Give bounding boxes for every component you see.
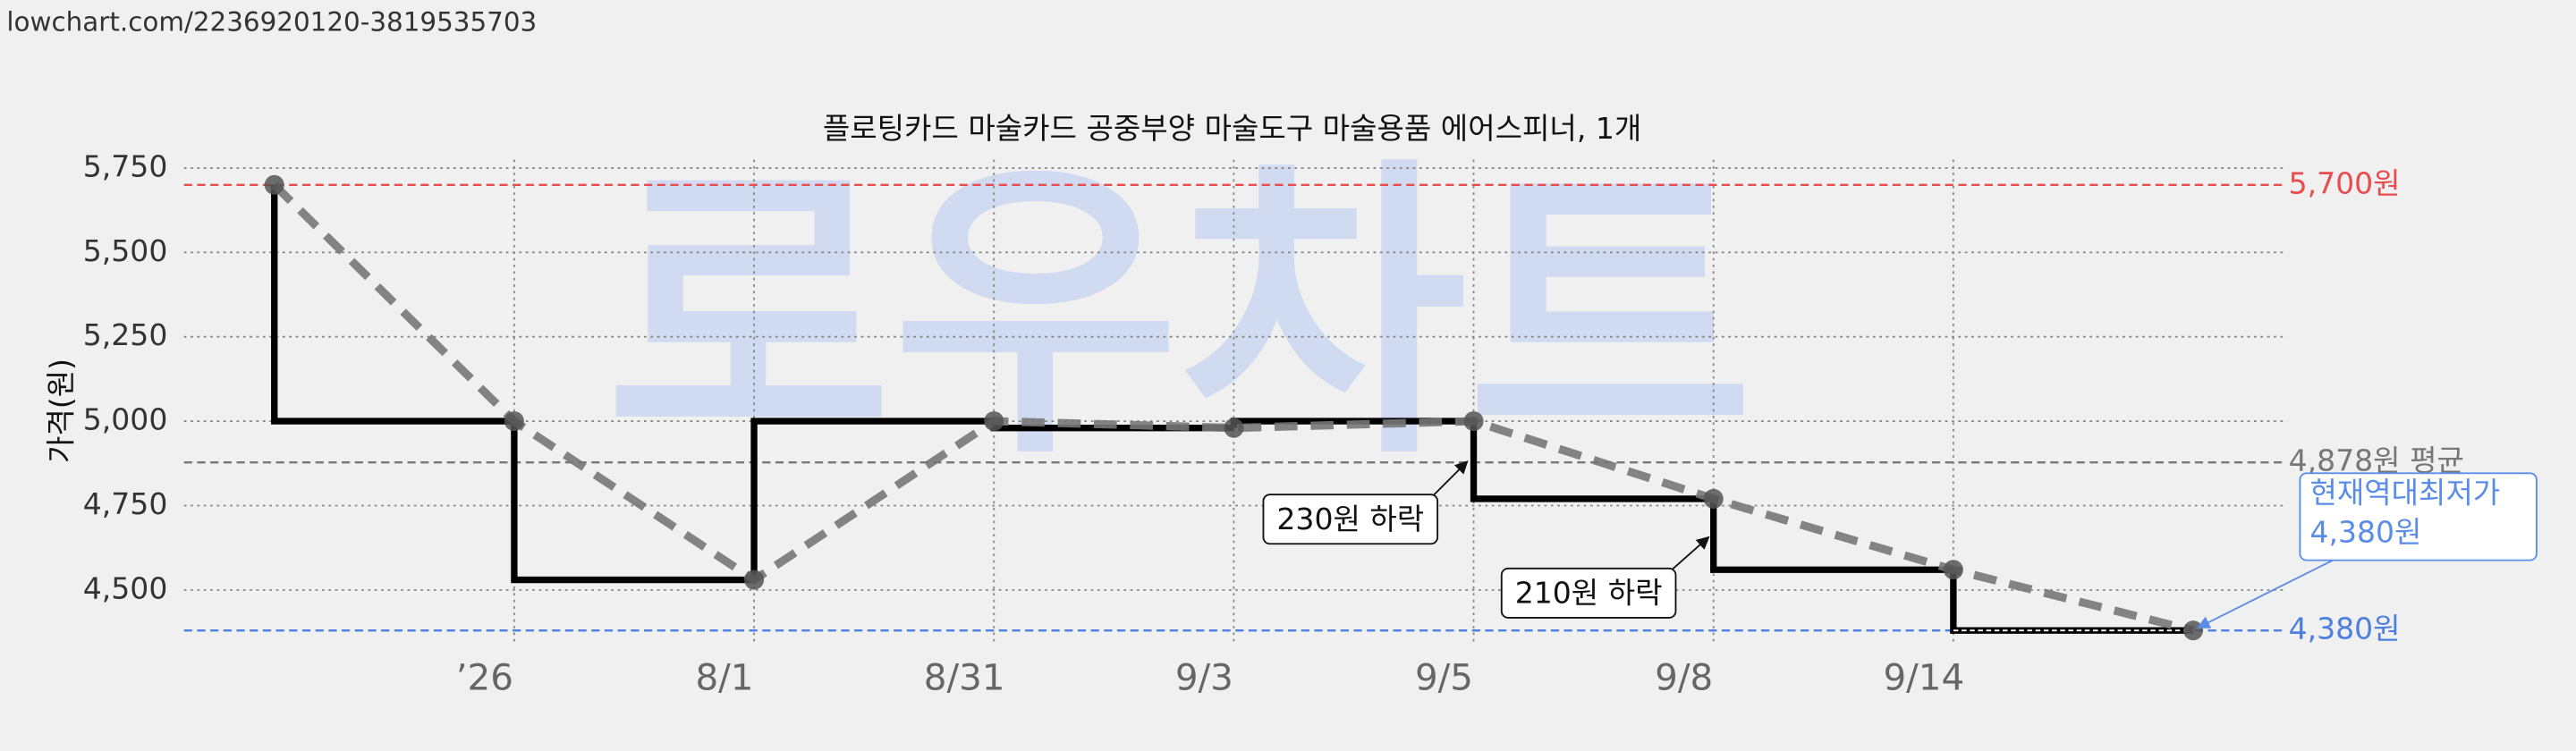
data-point bbox=[1703, 488, 1724, 509]
y-tick-label: 4,750 bbox=[83, 486, 168, 521]
x-tick-label: 9/3 bbox=[1175, 656, 1233, 699]
trend-line bbox=[271, 181, 2195, 635]
x-tick-label: 8/1 bbox=[695, 656, 753, 699]
reference-label: 5,700원 bbox=[2289, 165, 2401, 200]
step-segment bbox=[1710, 498, 1953, 573]
y-tick-label: 4,500 bbox=[83, 570, 168, 605]
callout-box bbox=[2299, 472, 2538, 561]
data-point bbox=[504, 411, 524, 432]
reference-label: 4,380원 bbox=[2289, 612, 2401, 646]
url: lowchart.com/2236920120-3819535703 bbox=[6, 7, 537, 38]
chart-title: 플로팅카드 마술카드 공중부양 마술도구 마술용품 에어스피너, 1개 bbox=[823, 111, 1641, 146]
x-tick-label: 9/14 bbox=[1883, 656, 1964, 699]
data-point bbox=[984, 411, 1004, 432]
step-segment bbox=[511, 421, 755, 584]
y-axis-label: 가격(원) bbox=[43, 359, 78, 463]
callout-text: 현재역대최저가 bbox=[2309, 476, 2500, 511]
annotation-box bbox=[1500, 567, 1677, 619]
step-segment bbox=[271, 184, 514, 425]
reference-label: 4,878원 평균 bbox=[2289, 443, 2464, 478]
data-point bbox=[1224, 418, 1244, 438]
annotation-text: 210원 하락 bbox=[1515, 576, 1663, 611]
data-point bbox=[744, 570, 765, 590]
step-segment bbox=[1470, 421, 1714, 502]
callout-arrow bbox=[2196, 559, 2334, 629]
y-tick-label: 5,500 bbox=[83, 233, 168, 268]
callout-text: 4,380원 bbox=[2309, 515, 2421, 550]
watermark: 로우차트 bbox=[606, 133, 1754, 496]
data-point bbox=[2183, 620, 2204, 641]
y-tick-label: 5,250 bbox=[83, 317, 168, 352]
step-segment bbox=[750, 418, 995, 580]
x-tick-label: ’26 bbox=[456, 656, 513, 699]
annotation-box bbox=[1262, 494, 1439, 545]
data-point bbox=[264, 174, 284, 195]
data-point bbox=[1943, 560, 1963, 580]
x-tick-label: 9/5 bbox=[1415, 656, 1473, 699]
x-tick-label: 9/8 bbox=[1655, 656, 1713, 699]
y-tick-label: 5,000 bbox=[83, 402, 168, 437]
y-tick-label: 5,750 bbox=[83, 148, 168, 183]
annotation-text: 230원 하락 bbox=[1276, 502, 1424, 536]
data-point bbox=[1463, 411, 1484, 432]
x-tick-label: 8/31 bbox=[924, 656, 1005, 699]
